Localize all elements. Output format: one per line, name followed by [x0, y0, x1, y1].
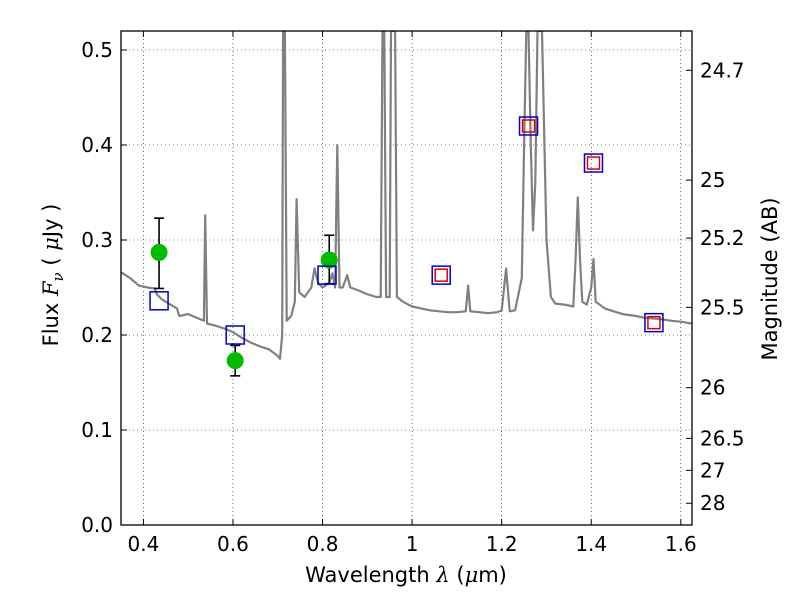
model-square-inner	[521, 119, 536, 133]
y2-axis: 24.7 25 25.2 25.5 26 26.5 27 28	[686, 58, 745, 515]
y2-tick-label: 24.7	[700, 58, 745, 82]
model-square	[225, 325, 245, 345]
observed-point	[320, 251, 338, 269]
y-tick-label: 0.4	[81, 133, 113, 157]
y-axis: 0.0 0.1 0.2 0.3 0.4 0.5	[81, 38, 127, 537]
y-tick-label: 0.0	[81, 513, 113, 537]
y2-tick-label: 27	[700, 458, 725, 482]
x-tick-label: 1.2	[486, 532, 518, 556]
x-tick-label: 1.6	[665, 532, 697, 556]
model-square-inner	[434, 268, 448, 282]
model-square	[317, 265, 337, 285]
y-tick-label: 0.1	[81, 418, 113, 442]
x-axis: 0.4 0.6 0.8 1 1.2 1.4 1.6	[127, 31, 697, 556]
observed-point	[226, 352, 244, 370]
model-square	[583, 153, 604, 173]
y2-tick-label: 26.5	[700, 426, 745, 450]
y2-tick-label: 25.5	[700, 295, 745, 319]
y2-tick-label: 25	[700, 168, 725, 192]
y-axis-title: Flux Fν ( μJy )	[39, 204, 67, 347]
x-tick-label: 0.8	[307, 532, 339, 556]
model-square-inner	[586, 156, 601, 170]
x-tick-label: 0.4	[127, 532, 159, 556]
model-square	[149, 291, 169, 311]
spectrum-line	[121, 31, 692, 360]
x-tick-label: 1	[406, 532, 419, 556]
y2-axis-title: Magnitude (AB)	[758, 197, 782, 360]
x-axis-title: Wavelength λ (μm)	[305, 563, 507, 587]
y-tick-label: 0.2	[81, 323, 113, 347]
plot-area	[121, 31, 692, 377]
model-square-inner	[647, 315, 661, 330]
y2-tick-label: 26	[700, 376, 725, 400]
model-square	[644, 312, 664, 333]
y2-tick-label: 25.2	[700, 226, 745, 250]
observed-point	[150, 243, 168, 261]
y-tick-label: 0.3	[81, 228, 113, 252]
x-tick-label: 0.6	[217, 532, 249, 556]
model-square	[518, 116, 539, 136]
plot-frame	[120, 30, 693, 526]
x-tick-label: 1.4	[575, 532, 607, 556]
model-square	[431, 265, 451, 285]
y-tick-label: 0.5	[81, 38, 113, 62]
y2-tick-label: 28	[700, 491, 725, 515]
